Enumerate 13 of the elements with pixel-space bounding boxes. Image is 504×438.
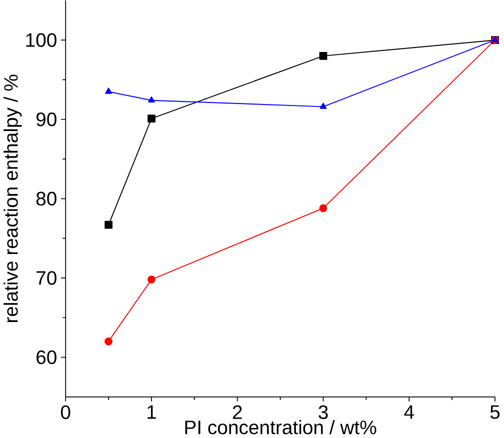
y-tick-label: 80: [36, 192, 56, 206]
y-tick-label: 100: [26, 33, 56, 48]
x-tick-label: 3: [318, 405, 328, 420]
y-tick-label: 90: [36, 112, 56, 126]
x-tick-label: 5: [490, 405, 500, 419]
x-axis-title: PI concentration / wt%: [185, 420, 376, 434]
x-tick-label: 2: [232, 405, 242, 419]
y-tick-label: 70: [36, 271, 56, 285]
x-tick-label: 1: [148, 405, 156, 419]
y-tick-label: 60: [36, 350, 56, 364]
x-tick-label: 0: [60, 405, 70, 420]
y-axis-title: relative reaction enthalpy / %: [4, 74, 22, 322]
x-tick-label: 4: [404, 405, 414, 419]
